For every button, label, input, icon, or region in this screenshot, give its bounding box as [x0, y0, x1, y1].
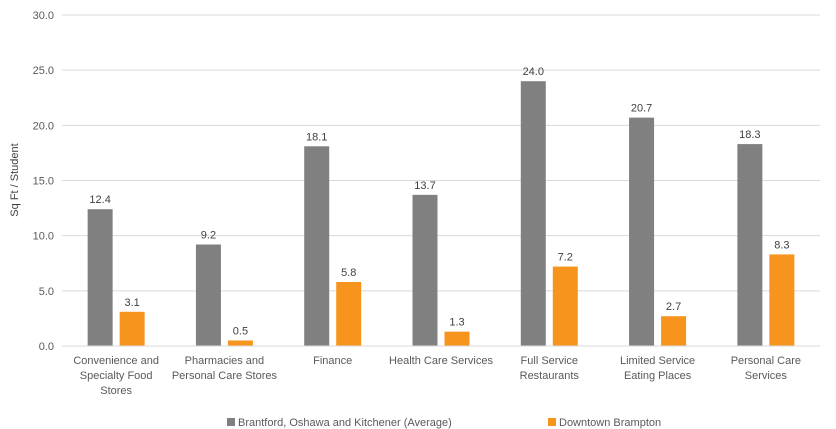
legend-label-series-2: Downtown Brampton	[559, 417, 661, 429]
bar-series-2	[445, 332, 470, 346]
category-label: Convenience and Specialty Food Stores	[73, 355, 159, 397]
bar-series-2	[120, 312, 145, 346]
legend-swatch-series-1	[227, 418, 235, 426]
gridlines	[62, 15, 820, 291]
bar-series-1	[196, 244, 221, 346]
bar-series-1	[304, 146, 329, 346]
category-label: Pharmacies and Personal Care Stores	[172, 355, 278, 382]
bar-series-2	[769, 254, 794, 346]
bar-series-1	[521, 81, 546, 346]
legend-swatch-series-2	[548, 418, 556, 426]
data-label-series-1: 20.7	[631, 103, 652, 115]
data-label-series-1: 24.0	[523, 66, 544, 78]
bar-series-2	[553, 267, 578, 346]
y-tick-label: 10.0	[33, 231, 54, 243]
bar-series-1	[629, 118, 654, 346]
y-axis-ticks: 0.0 5.0 10.0 15.0 20.0 25.0 30.0	[33, 10, 54, 353]
bar-series-1	[88, 209, 113, 346]
bar-series-1	[413, 195, 438, 346]
legend: Brantford, Oshawa and Kitchener (Average…	[227, 417, 661, 429]
data-label-series-2: 8.3	[774, 239, 789, 251]
bar-series-2	[336, 282, 361, 346]
x-axis-categories: Convenience and Specialty Food Stores Pharm…	[73, 355, 801, 397]
data-label-series-1: 18.3	[739, 129, 760, 141]
data-label-series-1: 12.4	[89, 194, 110, 206]
category-label: Limited Service Eating Places	[620, 355, 695, 382]
data-label-series-2: 1.3	[449, 317, 464, 329]
y-tick-label: 30.0	[33, 10, 54, 22]
y-tick-label: 5.0	[39, 286, 54, 298]
y-tick-label: 20.0	[33, 120, 54, 132]
data-label-series-1: 18.1	[306, 131, 327, 143]
bar-series-2	[228, 340, 253, 346]
y-tick-label: 25.0	[33, 65, 54, 77]
data-label-series-2: 0.5	[233, 325, 248, 337]
data-label-series-2: 2.7	[666, 301, 681, 313]
category-label: Health Care Services	[389, 355, 493, 367]
legend-label-series-1: Brantford, Oshawa and Kitchener (Average…	[238, 417, 452, 429]
bar-series-2	[661, 316, 686, 346]
y-tick-label: 15.0	[33, 176, 54, 188]
category-label: Full Service Restaurants	[520, 355, 580, 382]
data-label-series-2: 5.8	[341, 267, 356, 279]
y-tick-label: 0.0	[39, 341, 54, 353]
data-label-series-1: 13.7	[414, 180, 435, 192]
bars	[88, 81, 795, 346]
data-label-series-2: 7.2	[558, 252, 573, 264]
data-labels: 12.4 3.1 9.2 0.5 18.1 5.8 13.7 1.3 24.0 7.2 20.7 2.…	[89, 66, 789, 337]
category-label: Finance	[313, 355, 352, 367]
bar-series-1	[737, 144, 762, 346]
y-axis-label: Sq Ft / Student	[9, 143, 21, 216]
category-label: Personal Care Services	[731, 355, 801, 382]
data-label-series-1: 9.2	[201, 229, 216, 241]
data-label-series-2: 3.1	[124, 297, 139, 309]
